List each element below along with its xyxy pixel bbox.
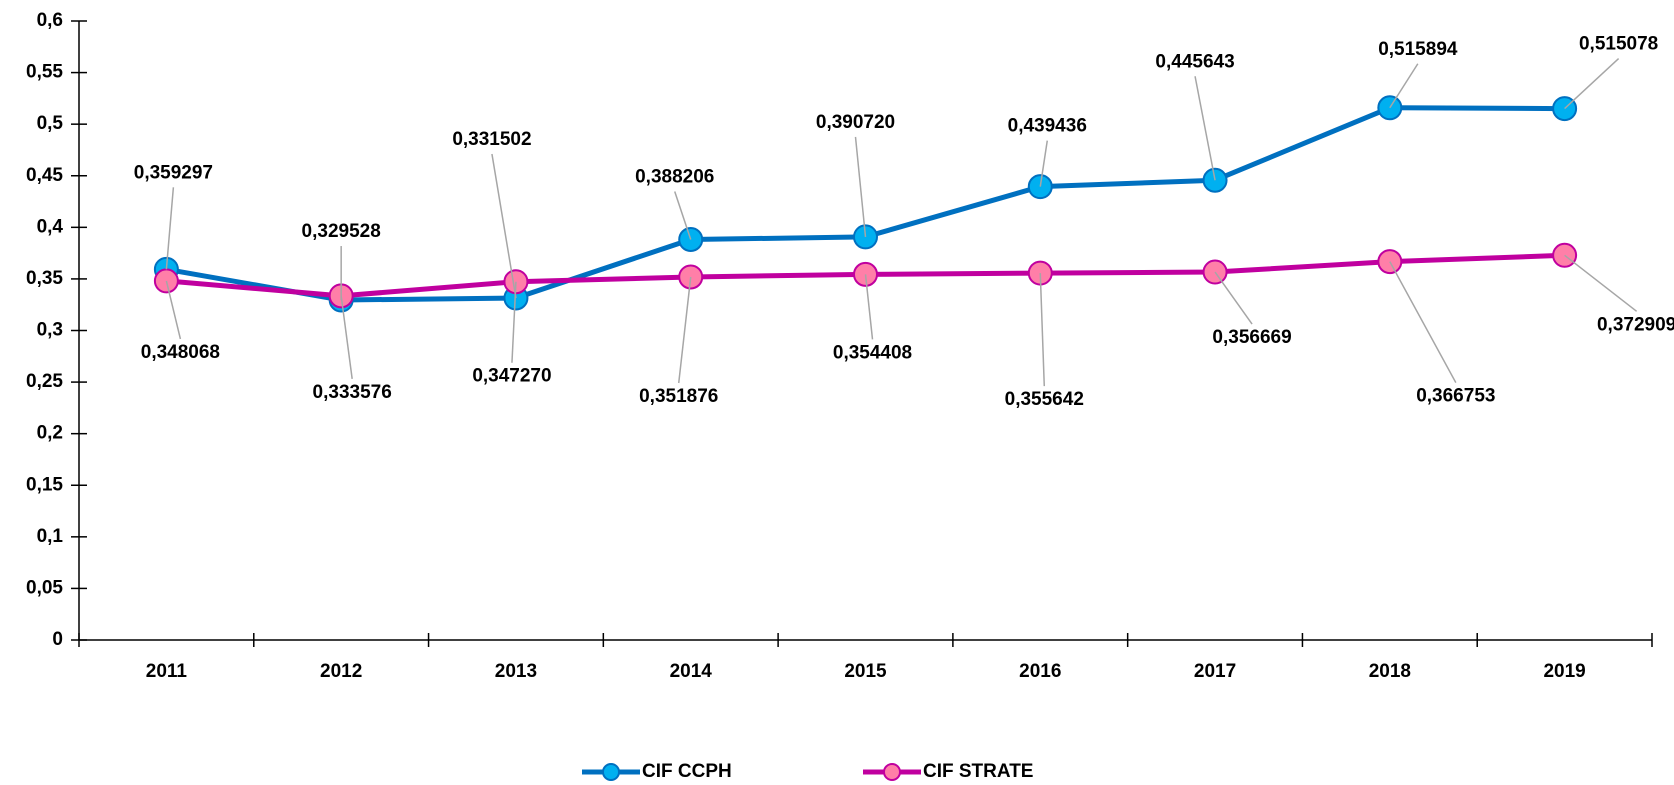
leader-line: [1564, 254, 1638, 312]
legend-marker: [602, 763, 620, 781]
y-tick-label: 0,5: [37, 113, 64, 134]
data-label: 0,388206: [635, 167, 714, 188]
x-tick-label: 2016: [1019, 661, 1061, 682]
y-tick-label: 0,6: [37, 10, 63, 31]
legend-label: CIF CCPH: [642, 761, 732, 782]
leader-line: [511, 281, 517, 363]
data-label: 0,390720: [816, 112, 895, 133]
leader-line: [1039, 273, 1046, 387]
leader-line: [1389, 63, 1419, 109]
data-label: 0,372909: [1597, 314, 1674, 335]
y-tick-label: 0,25: [26, 371, 63, 392]
y-tick-label: 0,05: [26, 577, 63, 598]
x-tick-label: 2017: [1194, 661, 1236, 682]
leader-line: [491, 153, 517, 299]
x-tick-label: 2018: [1369, 661, 1411, 682]
data-label: 0,356669: [1212, 327, 1291, 348]
leader-line: [340, 295, 353, 379]
x-tick-label: 2019: [1543, 661, 1585, 682]
legend-label: CIF STRATE: [923, 761, 1033, 782]
data-label: 0,331502: [452, 129, 531, 150]
x-tick-label: 2011: [146, 661, 188, 682]
data-label: 0,515078: [1579, 34, 1658, 55]
leader-line: [1214, 271, 1253, 325]
data-label: 0,359297: [134, 162, 213, 183]
y-tick-label: 0,45: [26, 165, 63, 186]
y-tick-label: 0,4: [37, 216, 64, 237]
data-label: 0,351876: [639, 386, 718, 407]
data-label: 0,329528: [302, 221, 381, 242]
data-label: 0,333576: [313, 382, 392, 403]
leader-line: [165, 280, 182, 340]
data-label: 0,445643: [1155, 51, 1234, 72]
y-tick-label: 0,2: [37, 423, 63, 444]
x-tick-label: 2013: [495, 661, 537, 682]
data-label: 0,439436: [1008, 116, 1087, 137]
leader-line: [864, 274, 874, 340]
y-tick-label: 0,35: [26, 268, 63, 289]
legend-marker: [883, 763, 901, 781]
leader-line: [854, 136, 867, 237]
y-tick-label: 0,3: [37, 320, 63, 341]
leader-line: [677, 276, 692, 384]
x-tick-label: 2015: [844, 661, 887, 682]
y-tick-label: 0: [52, 629, 63, 650]
data-label: 0,348068: [141, 342, 220, 363]
x-tick-label: 2012: [320, 661, 362, 682]
leader-line: [1564, 58, 1620, 110]
data-label: 0,366753: [1416, 386, 1495, 407]
y-tick-label: 0,1: [37, 526, 64, 547]
x-tick-label: 2014: [670, 661, 713, 682]
data-label: 0,515894: [1378, 39, 1458, 60]
leader-line: [1389, 261, 1457, 383]
data-label: 0,354408: [833, 342, 912, 363]
leader-line: [674, 191, 692, 240]
data-label: 0,355642: [1005, 389, 1084, 410]
y-tick-label: 0,15: [26, 474, 63, 495]
leader-line: [1194, 76, 1216, 181]
leader-line: [1039, 140, 1049, 187]
y-tick-label: 0,55: [26, 62, 63, 83]
data-label: 0,347270: [472, 366, 551, 387]
leader-line: [165, 187, 175, 270]
